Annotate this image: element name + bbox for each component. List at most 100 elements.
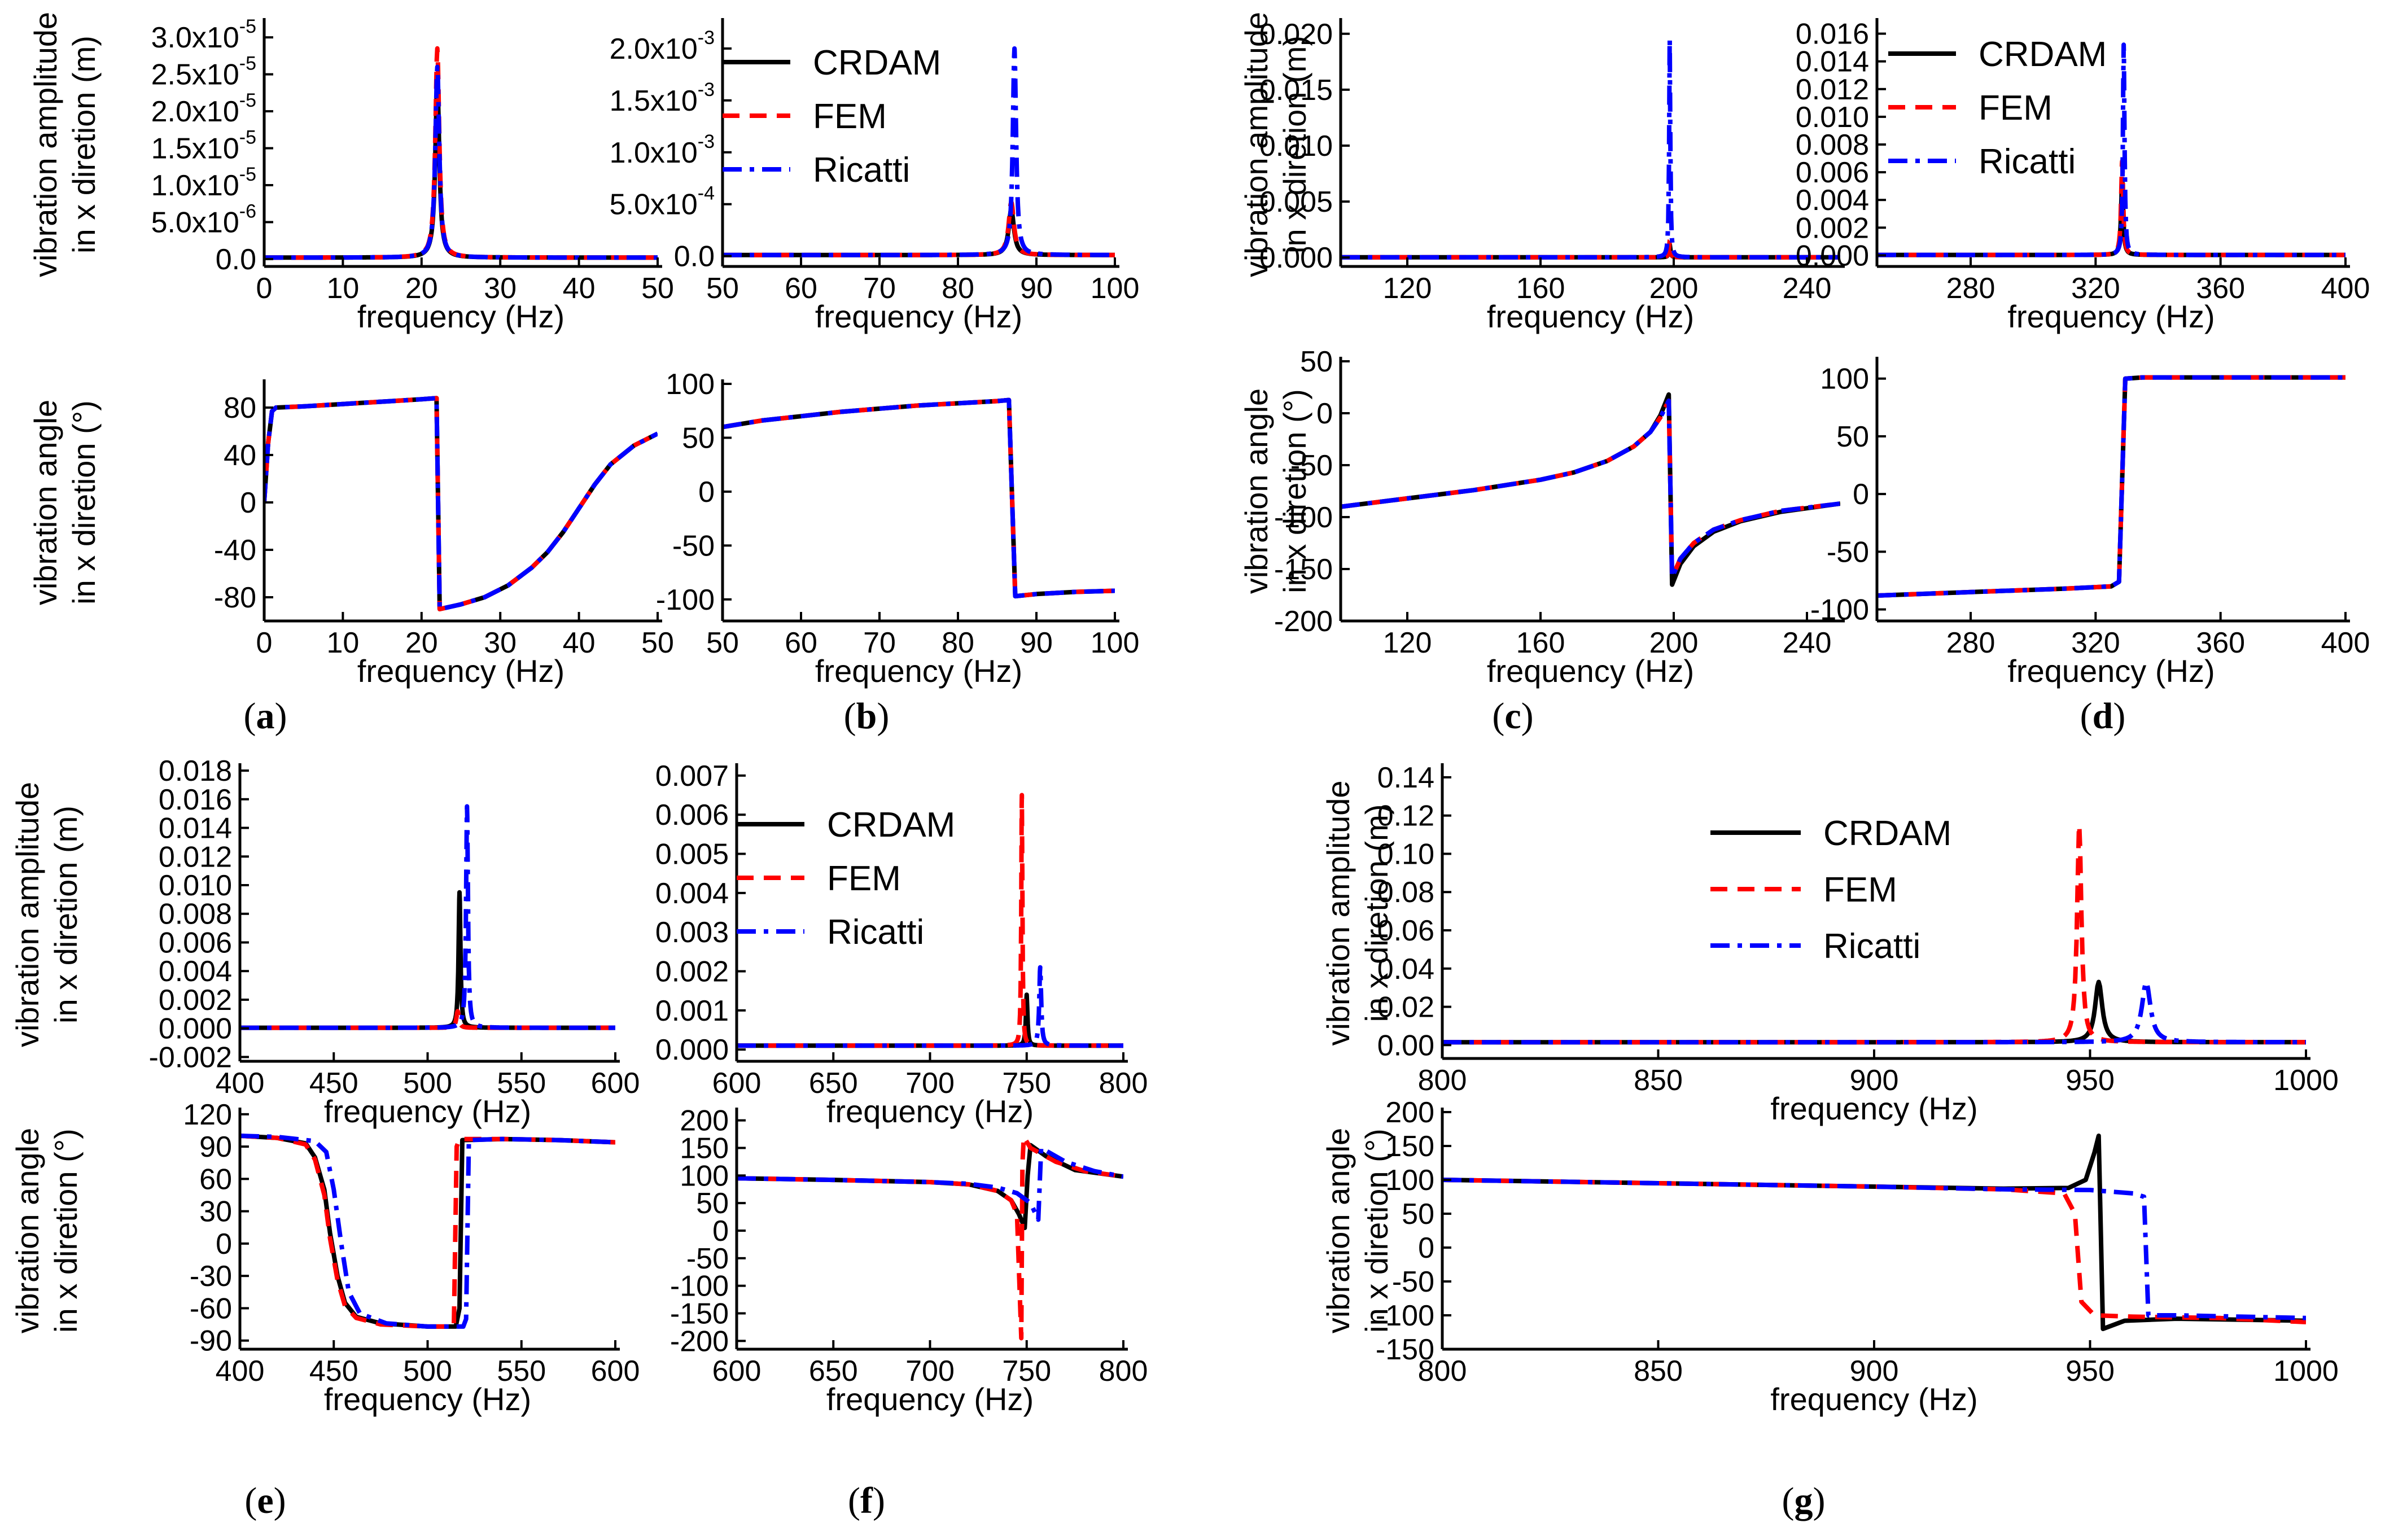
y-axis-label: vibration amplitude — [10, 782, 45, 1047]
y-tick-label: -60 — [190, 1292, 232, 1325]
chart-a-ang: 0 10 20 30 40 50 -80 -40 0 40 80 frequency (Hz) vibr… — [28, 379, 674, 689]
x-tick-label: 700 — [905, 1355, 955, 1388]
y-tick-label: 0.14 — [1377, 762, 1434, 794]
series-group — [1877, 375, 2345, 598]
x-tick-label: 50 — [706, 272, 739, 305]
x-tick-label: 40 — [563, 627, 596, 659]
x-tick-label: 320 — [2071, 627, 2120, 659]
x-tick-label: 500 — [403, 1067, 452, 1100]
y-tick-label: 0.010 — [1259, 130, 1333, 163]
y-tick-label: -0.002 — [149, 1041, 232, 1074]
y-tick-label: 1.5x10-5 — [151, 127, 256, 165]
series-group — [1341, 37, 1840, 260]
x-tick-label: 950 — [2065, 1355, 2115, 1388]
chart-b-amp: 50 60 70 80 90 100 0.0 5.0x10-4 1.0x10-3 1.5x10-3… — [610, 18, 1139, 334]
legend-f-amp: CRDAM FEM Ricatti — [737, 806, 955, 952]
x-axis-label: frequency (Hz) — [357, 653, 564, 689]
legend-label-ricatti: Ricatti — [813, 151, 910, 190]
y-axis-label: in x diretion (°) — [1277, 389, 1312, 593]
y-tick-label: 0 — [1418, 1232, 1434, 1265]
y-tick-label: 60 — [199, 1163, 232, 1196]
y-axis-label: in x diretion (m) — [1277, 36, 1312, 253]
y-tick-label: 0.08 — [1377, 876, 1434, 909]
legend-label-crdam: CRDAM — [813, 43, 941, 82]
y-axis-label: vibration angle — [28, 400, 63, 605]
x-axis-label: frequency (Hz) — [2007, 299, 2215, 334]
series-group — [240, 804, 615, 1030]
x-tick-label: 90 — [1020, 272, 1053, 305]
chart-e-amp: 400 450 500 550 600-0.0020.0000.0020.0040.00… — [10, 755, 640, 1129]
legend-label-ricatti: Ricatti — [1979, 142, 2076, 181]
x-tick-label: 750 — [1002, 1355, 1051, 1388]
panel-label: (b) — [844, 695, 890, 737]
panel-label: (d) — [2080, 695, 2126, 737]
y-axis-label: in x diretion (m) — [66, 36, 102, 253]
y-tick-label: 0.001 — [655, 995, 729, 1027]
x-tick-label: 400 — [2321, 272, 2370, 305]
y-tick-label: 0.005 — [1259, 186, 1333, 218]
y-tick-label: 1.0x10-5 — [151, 164, 256, 202]
y-tick-label: 0.0 — [674, 240, 715, 273]
y-tick-label: 0.007 — [655, 760, 729, 793]
x-tick-label: 120 — [1383, 627, 1432, 659]
series-line-ricatti — [264, 64, 658, 260]
y-tick-label: 0.015 — [1259, 74, 1333, 107]
chart-b-ang: 50 60 70 80 90 100 -100 -50 0 50 100 frequency (Hz) — [656, 368, 1139, 689]
chart-f-amp: 600 650 700 750 800 0.000 0.001 0.002 0.003 0.004… — [655, 760, 1148, 1129]
y-axis-label: in x diretion (m) — [1359, 804, 1394, 1022]
series-group — [1877, 42, 2345, 257]
y-tick-label: 0 — [1853, 478, 1869, 511]
y-tick-label: 0 — [216, 1228, 232, 1261]
legend-label-crdam: CRDAM — [1823, 814, 1951, 853]
x-tick-label: 280 — [1946, 627, 1995, 659]
y-tick-label: 0.016 — [159, 784, 232, 816]
x-tick-label: 800 — [1099, 1355, 1148, 1388]
legend-d-amp: CRDAM FEM Ricatti — [1888, 35, 2107, 181]
x-tick-label: 160 — [1516, 272, 1565, 305]
x-tick-label: 20 — [405, 272, 438, 305]
y-axis-label: vibration angle — [1320, 1128, 1356, 1333]
y-tick-label: 30 — [199, 1196, 232, 1228]
y-tick-label: -50 — [1827, 536, 1869, 568]
y-tick-label: -30 — [190, 1260, 232, 1293]
series-group — [264, 46, 658, 260]
y-tick-label: -50 — [686, 1243, 729, 1275]
chart-g-amp: 800 850 900 950 1000 0.00 0.02 0.04 0.06 0.08 0.10… — [1320, 762, 2339, 1126]
chart-f-ang: 600 650 700 750 800 -200-150-100-500501001502… — [670, 1105, 1148, 1417]
y-tick-label: 2.0x10-5 — [151, 90, 256, 128]
series-line-ricatti — [723, 397, 1115, 599]
y-axis-label: in x diretion (°) — [48, 1128, 84, 1333]
legends-layer: CRDAM FEM Ricatti CRDAM FEM Ricatti CRDAM FEM Ri… — [723, 35, 2107, 966]
series-group — [264, 396, 658, 611]
x-axis-label: frequency (Hz) — [1770, 1381, 1977, 1417]
x-tick-label: 80 — [942, 627, 974, 659]
chart-c-ang: 120 160 200 240 -200 -150 -100 -50 0 50 frequency … — [1239, 345, 1845, 689]
y-tick-label: 0.010 — [1796, 101, 1869, 134]
x-tick-label: 650 — [809, 1355, 858, 1388]
x-tick-label: 80 — [942, 272, 974, 305]
series-group — [737, 793, 1123, 1048]
y-tick-label: 0.10 — [1377, 838, 1434, 870]
chart-c-amp: 120 160 200 240 0.000 0.005 0.010 0.015 0.020 fre… — [1239, 12, 1845, 334]
x-tick-label: 70 — [863, 272, 896, 305]
y-tick-label: 0.016 — [1796, 18, 1869, 51]
x-tick-label: 450 — [309, 1355, 358, 1388]
y-tick-label: 0.020 — [1259, 18, 1333, 51]
x-axis-label: frequency (Hz) — [357, 299, 564, 334]
x-tick-label: 650 — [809, 1067, 858, 1100]
x-tick-label: 700 — [905, 1067, 955, 1100]
y-tick-label: 150 — [680, 1132, 729, 1165]
y-tick-label: 0.002 — [159, 984, 232, 1017]
y-tick-label: -100 — [1376, 1300, 1434, 1332]
y-tick-label: -80 — [214, 581, 256, 614]
y-tick-label: 0 — [1316, 397, 1333, 430]
y-tick-label: 50 — [1402, 1198, 1434, 1231]
x-tick-label: 100 — [1091, 627, 1140, 659]
x-tick-label: 750 — [1002, 1067, 1051, 1100]
x-axis-label: frequency (Hz) — [324, 1381, 531, 1417]
y-tick-label: 0 — [698, 476, 715, 509]
x-axis-label: frequency (Hz) — [2007, 653, 2215, 689]
series-line-ricatti — [1442, 1178, 2306, 1320]
x-tick-label: 1000 — [2273, 1064, 2339, 1097]
x-axis-label: frequency (Hz) — [1487, 653, 1694, 689]
